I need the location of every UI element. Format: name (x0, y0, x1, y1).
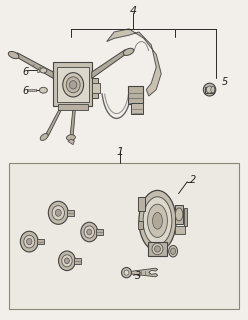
Ellipse shape (69, 81, 77, 89)
Ellipse shape (66, 135, 75, 140)
Ellipse shape (20, 231, 38, 252)
Polygon shape (15, 53, 53, 78)
Bar (67, 210, 74, 216)
Ellipse shape (81, 222, 98, 242)
Ellipse shape (169, 245, 178, 257)
Polygon shape (68, 139, 74, 145)
Bar (74, 258, 81, 264)
Bar (205, 87, 214, 93)
Text: 4: 4 (130, 6, 137, 16)
Ellipse shape (122, 268, 131, 278)
Ellipse shape (123, 48, 134, 55)
Bar (37, 69, 39, 72)
Bar (37, 239, 44, 244)
Bar (184, 208, 187, 226)
Ellipse shape (48, 201, 68, 224)
Bar (96, 229, 103, 235)
Ellipse shape (206, 86, 213, 93)
Polygon shape (70, 106, 76, 136)
Ellipse shape (153, 212, 162, 229)
Bar (92, 78, 98, 98)
Ellipse shape (27, 238, 32, 245)
Bar (175, 205, 183, 224)
Bar (27, 89, 36, 91)
Ellipse shape (152, 243, 163, 255)
Bar (9, 163, 239, 309)
Ellipse shape (84, 226, 94, 238)
Ellipse shape (64, 258, 69, 264)
Ellipse shape (66, 77, 80, 93)
Ellipse shape (55, 209, 61, 216)
Bar (58, 104, 88, 110)
Bar (92, 83, 100, 93)
Ellipse shape (155, 246, 160, 252)
Ellipse shape (62, 255, 72, 267)
Text: 5: 5 (222, 76, 228, 87)
Ellipse shape (171, 248, 176, 254)
Ellipse shape (40, 133, 48, 140)
Ellipse shape (211, 86, 215, 93)
Ellipse shape (39, 87, 47, 93)
Bar (53, 62, 92, 106)
Bar (138, 197, 145, 211)
Ellipse shape (203, 83, 216, 96)
Polygon shape (131, 268, 158, 277)
Bar (148, 242, 167, 256)
Ellipse shape (175, 208, 183, 221)
Ellipse shape (8, 52, 19, 59)
Ellipse shape (124, 270, 129, 275)
Polygon shape (92, 50, 128, 78)
Ellipse shape (143, 197, 172, 245)
Ellipse shape (139, 190, 176, 251)
Bar (138, 221, 143, 229)
Ellipse shape (24, 235, 35, 248)
Bar (128, 86, 143, 104)
Text: 3: 3 (135, 271, 141, 281)
Ellipse shape (87, 229, 92, 235)
Text: 1: 1 (117, 147, 124, 157)
Text: 6: 6 (22, 86, 29, 96)
Text: 2: 2 (190, 175, 196, 185)
Ellipse shape (40, 68, 47, 73)
Bar (0, 0, 248, 160)
Bar (57, 67, 89, 102)
Ellipse shape (148, 204, 167, 237)
Ellipse shape (63, 73, 84, 97)
Text: 6: 6 (22, 67, 29, 77)
Ellipse shape (59, 251, 75, 271)
Bar (175, 226, 185, 234)
Ellipse shape (52, 206, 64, 220)
Polygon shape (45, 106, 63, 136)
Bar (131, 103, 143, 114)
Polygon shape (107, 29, 161, 96)
